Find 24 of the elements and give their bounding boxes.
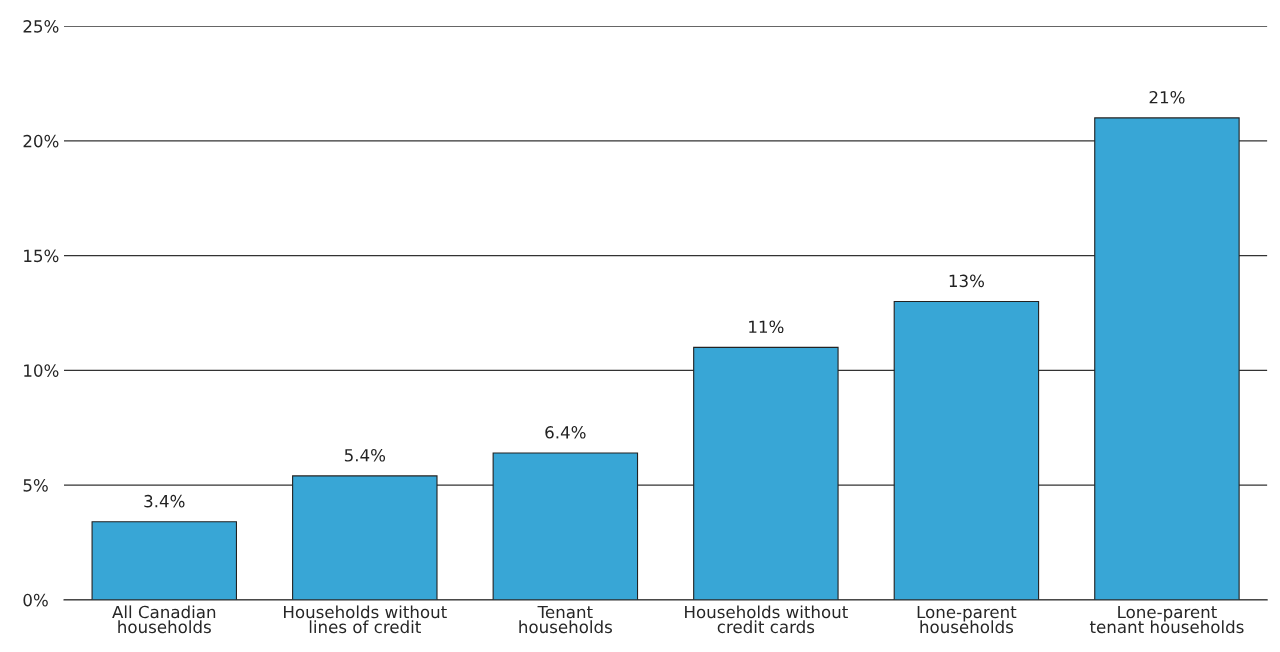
x-tick-label: All Canadian households <box>112 605 216 634</box>
x-tick-label: Lone-parent tenant households <box>1089 605 1244 634</box>
bar <box>1094 117 1240 600</box>
bar <box>492 452 639 600</box>
data-label: 3.4% <box>144 494 185 508</box>
bar <box>693 346 839 600</box>
y-tick-label: 20% <box>23 134 59 148</box>
data-label: 13% <box>949 274 984 288</box>
x-tick-label: Tenant households <box>519 605 612 634</box>
bar <box>292 475 438 600</box>
bar <box>893 300 1040 600</box>
y-tick-label: 0% <box>23 593 48 607</box>
y-tick-label: 10% <box>24 364 59 377</box>
y-tick-label: 5% <box>23 479 48 492</box>
data-label: 21% <box>1149 90 1185 104</box>
data-label: 6.4% <box>545 426 586 439</box>
bar <box>91 521 238 600</box>
data-label: 5.4% <box>344 448 386 462</box>
x-tick-label: Households without lines of credit <box>284 605 447 634</box>
y-tick-label: 15% <box>24 249 59 263</box>
x-tick-label: Households without credit cards <box>685 605 848 634</box>
x-tick-label: Lone-parent households <box>917 605 1017 634</box>
data-label: 11% <box>749 320 784 334</box>
y-tick-label: 25% <box>23 20 59 33</box>
